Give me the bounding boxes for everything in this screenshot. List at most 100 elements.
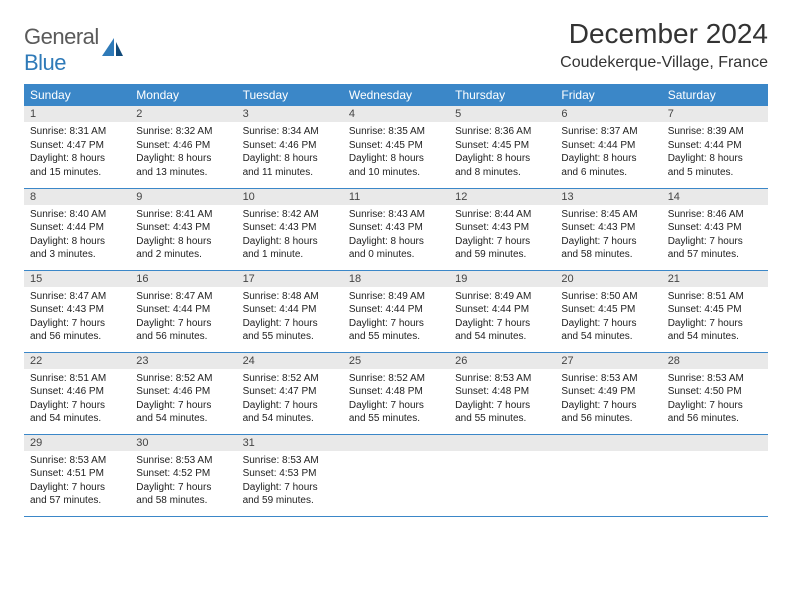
daylight-text: Daylight: 7 hours and 55 minutes. [349,399,443,426]
calendar-day-cell: 25Sunrise: 8:52 AMSunset: 4:48 PMDayligh… [343,352,449,434]
daylight-text: Daylight: 7 hours and 54 minutes. [455,317,549,344]
day-details: Sunrise: 8:47 AMSunset: 4:44 PMDaylight:… [130,287,236,350]
sunset-text: Sunset: 4:47 PM [243,385,337,399]
sunset-text: Sunset: 4:46 PM [136,139,230,153]
day-details: Sunrise: 8:51 AMSunset: 4:46 PMDaylight:… [24,369,130,432]
sunset-text: Sunset: 4:47 PM [30,139,124,153]
daylight-text: Daylight: 8 hours and 8 minutes. [455,152,549,179]
sunset-text: Sunset: 4:44 PM [30,221,124,235]
day-details: Sunrise: 8:42 AMSunset: 4:43 PMDaylight:… [237,205,343,268]
calendar-day-cell: 20Sunrise: 8:50 AMSunset: 4:45 PMDayligh… [555,270,661,352]
day-details: Sunrise: 8:53 AMSunset: 4:52 PMDaylight:… [130,451,236,514]
empty-daynum [662,435,768,451]
day-details: Sunrise: 8:36 AMSunset: 4:45 PMDaylight:… [449,122,555,185]
weekday-header: Tuesday [237,84,343,106]
daylight-text: Daylight: 7 hours and 55 minutes. [243,317,337,344]
calendar-day-cell: 28Sunrise: 8:53 AMSunset: 4:50 PMDayligh… [662,352,768,434]
calendar-day-cell: 4Sunrise: 8:35 AMSunset: 4:45 PMDaylight… [343,106,449,188]
day-number: 27 [555,353,661,369]
daylight-text: Daylight: 8 hours and 0 minutes. [349,235,443,262]
day-number: 29 [24,435,130,451]
calendar-week-row: 1 Sunrise: 8:31 AMSunset: 4:47 PM Daylight… [24,106,768,188]
empty-daynum [449,435,555,451]
sunrise-text: Sunrise: 8:36 AM [455,125,549,139]
day-details: Sunrise: 8:41 AMSunset: 4:43 PMDaylight:… [130,205,236,268]
day-details: Sunrise: 8:53 AMSunset: 4:50 PMDaylight:… [662,369,768,432]
sunrise-text: Sunrise: 8:31 AM [30,125,124,139]
sail-icon [99,36,125,67]
daylight-text: Daylight: 8 hours and 2 minutes. [136,235,230,262]
calendar-day-cell: 31Sunrise: 8:53 AMSunset: 4:53 PMDayligh… [237,434,343,516]
sunset-text: Sunset: 4:45 PM [561,303,655,317]
day-details: Sunrise: 8:43 AMSunset: 4:43 PMDaylight:… [343,205,449,268]
month-title: December 2024 [560,18,768,50]
daylight-text: Daylight: 8 hours and 5 minutes. [668,152,762,179]
sunset-text: Sunset: 4:43 PM [30,303,124,317]
calendar-table: Sunday Monday Tuesday Wednesday Thursday… [24,84,768,517]
sunset-text: Sunset: 4:44 PM [243,303,337,317]
calendar-day-cell: 11Sunrise: 8:43 AMSunset: 4:43 PMDayligh… [343,188,449,270]
sunrise-text: Sunrise: 8:51 AM [668,290,762,304]
calendar-week-row: 29Sunrise: 8:53 AMSunset: 4:51 PMDayligh… [24,434,768,516]
sunset-text: Sunset: 4:43 PM [668,221,762,235]
weekday-header: Friday [555,84,661,106]
sunrise-text: Sunrise: 8:53 AM [136,454,230,468]
daylight-text: Daylight: 7 hours and 54 minutes. [30,399,124,426]
daylight-text: Daylight: 7 hours and 56 minutes. [668,399,762,426]
sunset-text: Sunset: 4:49 PM [561,385,655,399]
weekday-header: Saturday [662,84,768,106]
sunset-text: Sunset: 4:46 PM [30,385,124,399]
day-number: 30 [130,435,236,451]
calendar-day-cell: 18Sunrise: 8:49 AMSunset: 4:44 PMDayligh… [343,270,449,352]
calendar-day-cell [343,434,449,516]
day-details: Sunrise: 8:34 AMSunset: 4:46 PMDaylight:… [237,122,343,185]
sunrise-text: Sunrise: 8:39 AM [668,125,762,139]
sunrise-text: Sunrise: 8:49 AM [349,290,443,304]
day-number: 26 [449,353,555,369]
day-number: 6 [555,106,661,122]
sunset-text: Sunset: 4:44 PM [668,139,762,153]
sunset-text: Sunset: 4:51 PM [30,467,124,481]
day-number: 10 [237,189,343,205]
day-details: Sunrise: 8:51 AMSunset: 4:45 PMDaylight:… [662,287,768,350]
day-number: 9 [130,189,236,205]
sunrise-text: Sunrise: 8:45 AM [561,208,655,222]
daylight-text: Daylight: 7 hours and 54 minutes. [243,399,337,426]
daylight-text: Daylight: 7 hours and 54 minutes. [561,317,655,344]
daylight-text: Daylight: 7 hours and 58 minutes. [561,235,655,262]
day-details: Sunrise: 8:46 AMSunset: 4:43 PMDaylight:… [662,205,768,268]
day-number: 12 [449,189,555,205]
daylight-text: Daylight: 7 hours and 57 minutes. [30,481,124,508]
sunrise-text: Sunrise: 8:35 AM [349,125,443,139]
day-number: 17 [237,271,343,287]
calendar-day-cell: 14Sunrise: 8:46 AMSunset: 4:43 PMDayligh… [662,188,768,270]
daylight-text: Daylight: 7 hours and 54 minutes. [136,399,230,426]
sunrise-text: Sunrise: 8:53 AM [243,454,337,468]
sunrise-text: Sunrise: 8:53 AM [30,454,124,468]
day-details: Sunrise: 8:53 AMSunset: 4:48 PMDaylight:… [449,369,555,432]
sunset-text: Sunset: 4:44 PM [561,139,655,153]
day-number: 2 [130,106,236,122]
day-number: 5 [449,106,555,122]
sunrise-text: Sunrise: 8:50 AM [561,290,655,304]
sunrise-text: Sunrise: 8:52 AM [349,372,443,386]
calendar-day-cell: 15Sunrise: 8:47 AMSunset: 4:43 PMDayligh… [24,270,130,352]
day-details: Sunrise: 8:50 AMSunset: 4:45 PMDaylight:… [555,287,661,350]
day-details: Sunrise: 8:39 AMSunset: 4:44 PMDaylight:… [662,122,768,185]
day-details: Sunrise: 8:32 AMSunset: 4:46 PMDaylight:… [130,122,236,185]
sunset-text: Sunset: 4:45 PM [455,139,549,153]
sunset-text: Sunset: 4:44 PM [349,303,443,317]
sunset-text: Sunset: 4:43 PM [561,221,655,235]
day-details: Sunrise: 8:52 AMSunset: 4:46 PMDaylight:… [130,369,236,432]
day-details: Sunrise: 8:44 AMSunset: 4:43 PMDaylight:… [449,205,555,268]
sunset-text: Sunset: 4:44 PM [455,303,549,317]
sunrise-text: Sunrise: 8:52 AM [243,372,337,386]
location-name: Coudekerque-Village, France [560,54,768,72]
calendar-day-cell: 5Sunrise: 8:36 AMSunset: 4:45 PMDaylight… [449,106,555,188]
day-details: Sunrise: 8:40 AMSunset: 4:44 PMDaylight:… [24,205,130,268]
day-number: 1 [24,106,130,122]
day-number: 14 [662,189,768,205]
weekday-header: Thursday [449,84,555,106]
title-block: December 2024 Coudekerque-Village, Franc… [560,18,768,72]
calendar-day-cell: 19Sunrise: 8:49 AMSunset: 4:44 PMDayligh… [449,270,555,352]
